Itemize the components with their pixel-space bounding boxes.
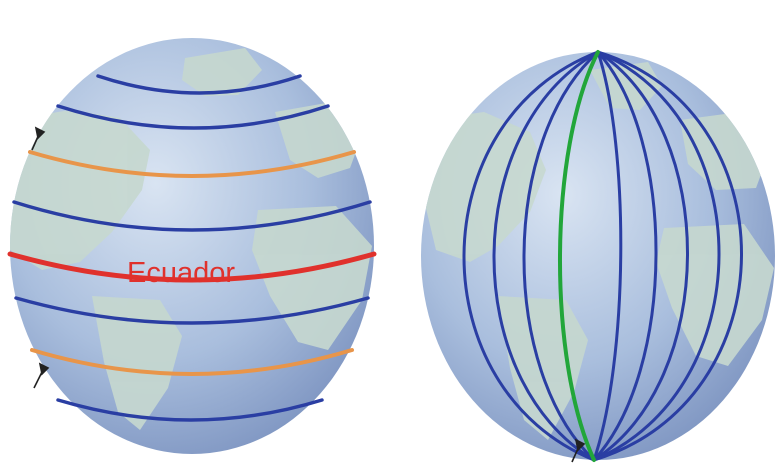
arrow-icon xyxy=(33,362,50,389)
equator-label: Ecuador xyxy=(127,257,235,289)
left-globe: Ecuador xyxy=(7,38,377,454)
parallel-line xyxy=(56,398,324,422)
parallel-line xyxy=(14,296,370,325)
arrow-icon xyxy=(31,126,46,151)
parallel-line xyxy=(96,74,302,95)
land-greenland xyxy=(182,48,262,96)
meridian-line xyxy=(592,50,689,462)
meridian-line xyxy=(522,50,600,462)
meridian-line xyxy=(592,50,743,462)
land-africa xyxy=(252,206,372,350)
meridian-line xyxy=(592,50,623,462)
land-north-america xyxy=(10,110,150,270)
land-south-america xyxy=(92,296,182,430)
parallel-line xyxy=(12,200,372,232)
meridian-line xyxy=(592,50,658,462)
meridian-line xyxy=(492,50,600,462)
prime-meridian-line xyxy=(558,50,600,462)
meridian-line xyxy=(592,50,721,462)
tropic-line-north xyxy=(28,150,356,178)
tropic-line-south xyxy=(30,348,354,376)
arrow-icon xyxy=(571,438,586,463)
equator-line xyxy=(7,251,377,283)
meridian-line xyxy=(462,50,600,462)
parallel-line xyxy=(56,104,330,130)
right-globe xyxy=(421,50,775,463)
